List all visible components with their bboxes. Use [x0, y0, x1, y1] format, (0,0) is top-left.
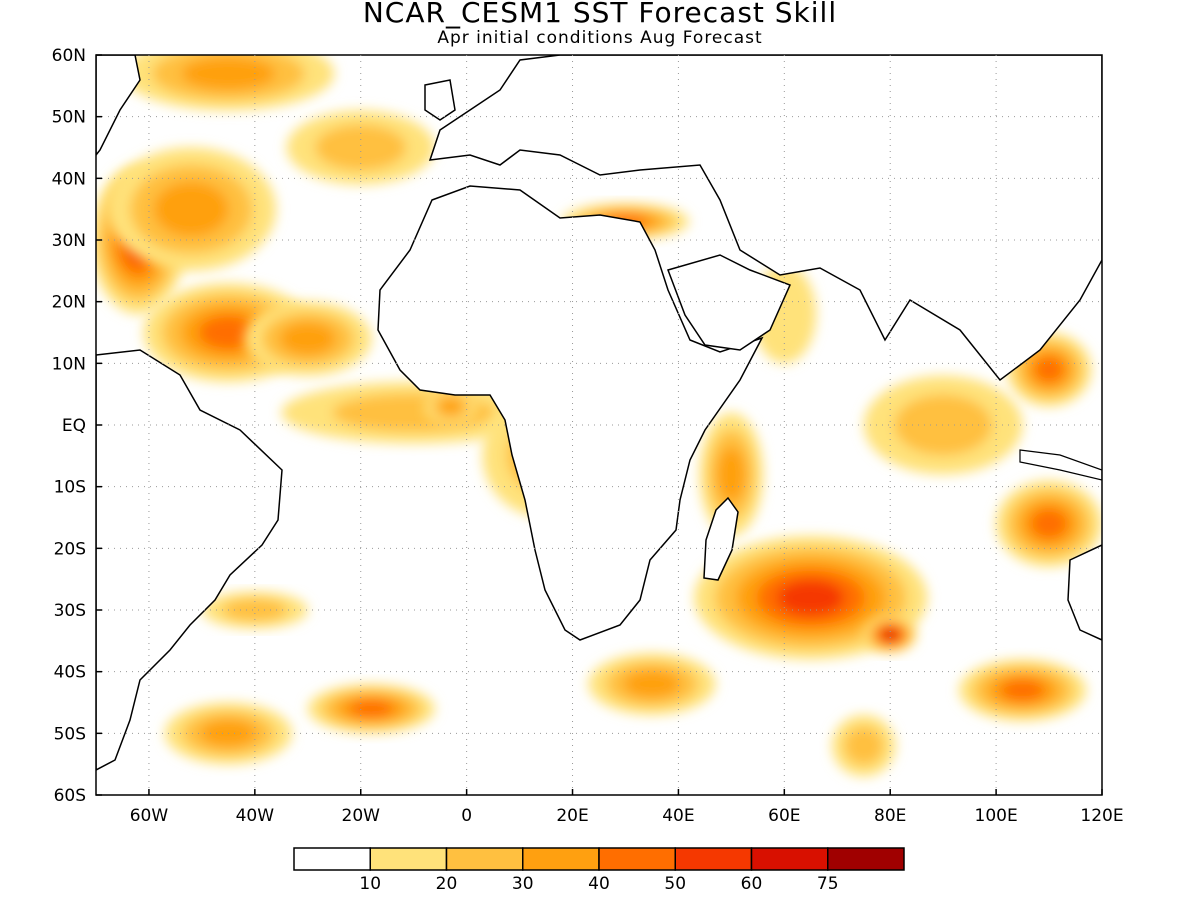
skill-contour-level-2: [315, 124, 407, 171]
skill-contour-level-4: [198, 315, 258, 350]
longitude-label: 20W: [342, 806, 381, 826]
latitude-label: 50S: [54, 724, 86, 744]
colorbar-label: 75: [817, 874, 839, 894]
skill-contour-level-4: [1000, 679, 1045, 701]
longitude-label: 60W: [130, 806, 169, 826]
north-america-landmass: [96, 55, 141, 157]
skill-contour-level-4: [1034, 356, 1064, 383]
colorbar-swatch: [522, 847, 600, 871]
africa-landmass: [377, 185, 764, 641]
colorbar-label: 10: [359, 874, 381, 894]
longitude-label: 80E: [874, 806, 906, 826]
map-title: NCAR_CESM1 SST Forecast Skill: [362, 0, 838, 29]
arabia-landmass: [667, 254, 792, 351]
colorbar-label: 30: [512, 874, 534, 894]
latitude-label: 20N: [52, 293, 86, 313]
skill-region-2: [106, 147, 277, 271]
skill-contour-level-3: [438, 398, 463, 415]
colorbar-swatch: [369, 847, 448, 871]
skill-contour-level-3: [623, 670, 681, 698]
colorbar: 10 20 30 40 50 60 75: [293, 847, 905, 894]
skill-contour-level-3: [279, 322, 337, 356]
longitude-label: 0: [461, 806, 472, 826]
colorbar-swatch: [445, 847, 524, 871]
skill-region-22: [831, 714, 896, 777]
latitude-label: 40S: [54, 663, 86, 683]
skill-region-19: [307, 684, 435, 734]
latitude-label: 20S: [54, 539, 86, 559]
colorbar-label: 20: [436, 874, 458, 894]
colorbar-swatch: [674, 847, 753, 871]
longitude-labels: 60W 40W 20W 0 20E 40E 60E 80E 100E 120E: [130, 789, 1124, 826]
longitude-label: 100E: [975, 806, 1018, 826]
land-masses: [96, 55, 1102, 771]
longitude-label: 20E: [556, 806, 588, 826]
longitude-label: 40E: [662, 806, 694, 826]
colorbar-label: 60: [741, 874, 763, 894]
skill-region-8: [424, 388, 478, 425]
longitude-label: 120E: [1080, 806, 1123, 826]
skill-region-21: [201, 591, 308, 629]
skill-contour-level-2: [894, 394, 993, 456]
latitude-label: 30S: [54, 601, 86, 621]
skill-contour-level-4: [1030, 508, 1068, 539]
longitude-label: 60E: [768, 806, 800, 826]
latitude-label: 10S: [54, 478, 86, 498]
latitude-labels: 60N 50N 40N 30N 20N 10N EQ 10S 20S 30S 40S 50S 60S: [52, 46, 102, 806]
skill-region-15: [699, 412, 764, 536]
skill-contour-level-3: [181, 57, 276, 90]
skill-contour-level-2: [844, 726, 884, 765]
latitude-label: 50N: [52, 108, 86, 128]
latitude-label: 60S: [54, 786, 86, 806]
indonesia-landmass: [1019, 449, 1102, 481]
skill-region-12: [996, 480, 1102, 567]
colorbar-swatch: [827, 847, 905, 871]
skill-contour-level-2: [222, 598, 288, 622]
skill-region-5: [122, 55, 335, 111]
latitude-label: 30N: [52, 231, 86, 251]
skill-region-13: [959, 659, 1087, 722]
latitude-label: 60N: [52, 46, 86, 66]
latitude-label: EQ: [62, 416, 86, 436]
skill-contour-level-5: [777, 580, 845, 616]
south-america-landmass: [96, 349, 283, 771]
colorbar-label: 50: [664, 874, 686, 894]
skill-contour-level-3: [717, 446, 746, 502]
madagascar-landmass: [703, 496, 739, 581]
skill-region-11: [863, 616, 917, 654]
latitude-label: 40N: [52, 169, 86, 189]
colorbar-swatch: [293, 847, 371, 871]
skill-region-16: [863, 375, 1023, 475]
skill-region-18: [588, 653, 716, 715]
australia-landmass: [1067, 544, 1102, 641]
skill-contour-level-6: [883, 630, 897, 640]
british-isles-landmass: [424, 79, 456, 121]
latitude-label: 10N: [52, 354, 86, 374]
skill-region-4: [244, 301, 372, 376]
map-subtitle: Apr initial conditions Aug Forecast: [437, 28, 763, 48]
colorbar-label: 40: [588, 874, 610, 894]
skill-region-6: [286, 110, 435, 185]
colorbar-swatch: [598, 847, 676, 871]
longitude-label: 40W: [236, 806, 275, 826]
eurasia-landmass: [428, 55, 1102, 382]
skill-contour-level-4: [349, 700, 394, 718]
skill-contour-level-3: [153, 181, 229, 237]
colorbar-swatch: [750, 847, 829, 871]
